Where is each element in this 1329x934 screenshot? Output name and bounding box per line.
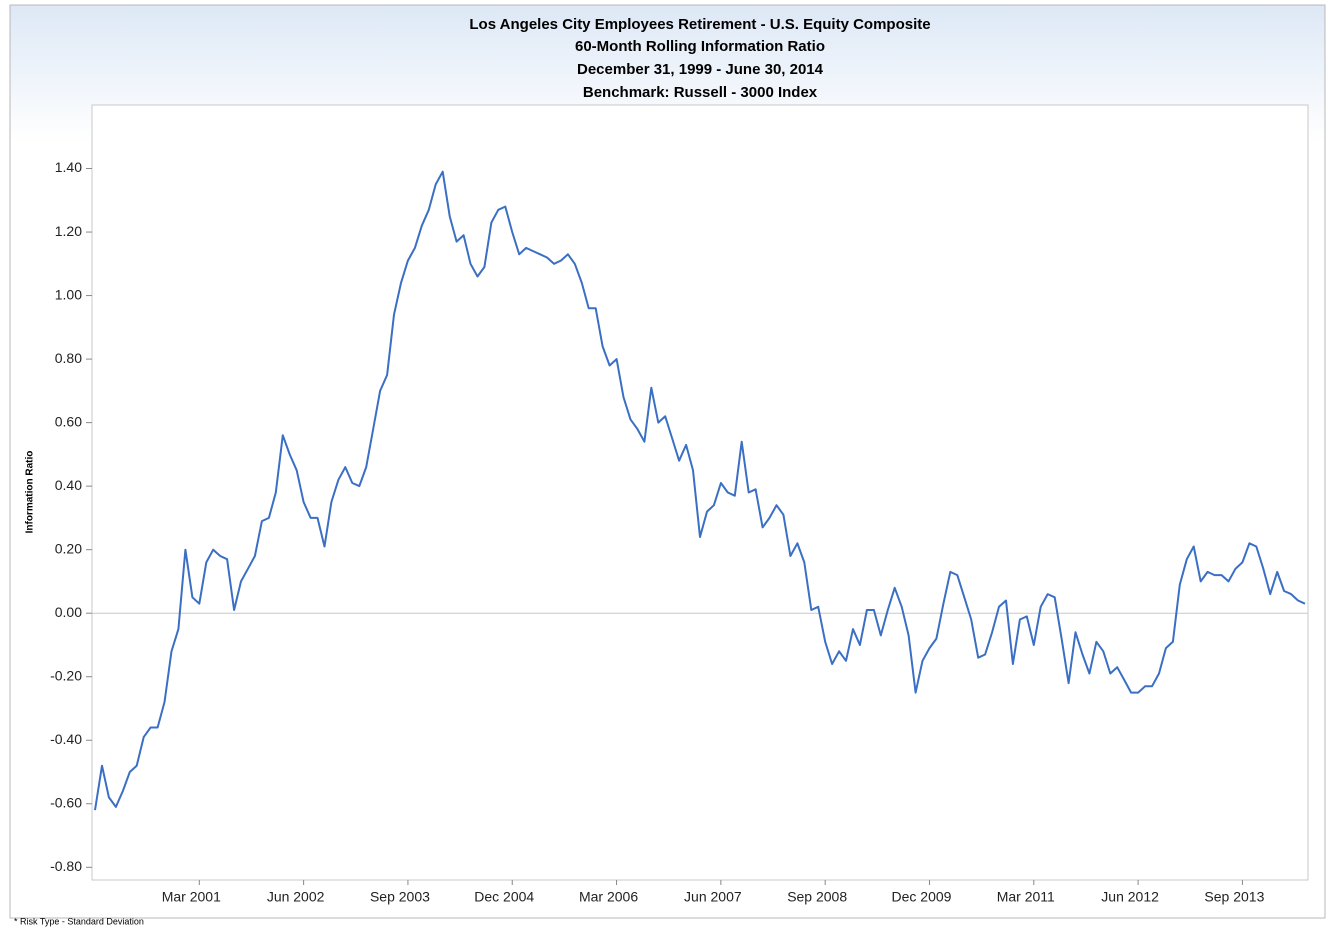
chart-title: Los Angeles City Employees Retirement - … <box>469 16 930 33</box>
y-axis-label: Information Ratio <box>25 451 36 534</box>
y-tick-label: -0.20 <box>50 667 82 683</box>
x-tick-label: Jun 2012 <box>1101 889 1159 905</box>
y-tick-label: 0.60 <box>55 413 82 429</box>
x-tick-label: Mar 2001 <box>162 889 221 905</box>
x-tick-label: Dec 2009 <box>892 889 952 905</box>
x-tick-label: Sep 2008 <box>787 889 847 905</box>
y-tick-label: 1.20 <box>55 223 82 239</box>
x-tick-label: Mar 2011 <box>997 889 1055 905</box>
y-tick-label: -0.60 <box>50 794 82 810</box>
plot-area <box>91 104 1309 881</box>
x-tick-label: Mar 2006 <box>579 889 638 905</box>
y-tick-label: 1.40 <box>55 159 82 175</box>
x-tick-label: Jun 2002 <box>267 889 325 905</box>
chart-subtitle: Benchmark: Russell - 3000 Index <box>583 84 818 101</box>
y-tick-label: 1.00 <box>55 286 82 302</box>
x-tick-label: Sep 2003 <box>370 889 430 905</box>
x-tick-label: Jun 2007 <box>684 889 742 905</box>
footnote: * Risk Type - Standard Deviation <box>14 916 144 926</box>
chart-subtitle: December 31, 1999 - June 30, 2014 <box>577 61 824 78</box>
y-tick-label: 0.00 <box>55 604 82 620</box>
chart-subtitle: 60-Month Rolling Information Ratio <box>575 38 825 55</box>
y-tick-label: -0.80 <box>50 858 82 874</box>
y-tick-label: 0.20 <box>55 540 82 556</box>
y-tick-label: -0.40 <box>50 731 82 747</box>
y-tick-label: 0.80 <box>55 350 82 366</box>
x-tick-label: Dec 2004 <box>474 889 534 905</box>
x-tick-label: Sep 2013 <box>1204 889 1264 905</box>
series-line <box>94 170 1306 811</box>
y-tick-label: 0.40 <box>55 477 82 493</box>
